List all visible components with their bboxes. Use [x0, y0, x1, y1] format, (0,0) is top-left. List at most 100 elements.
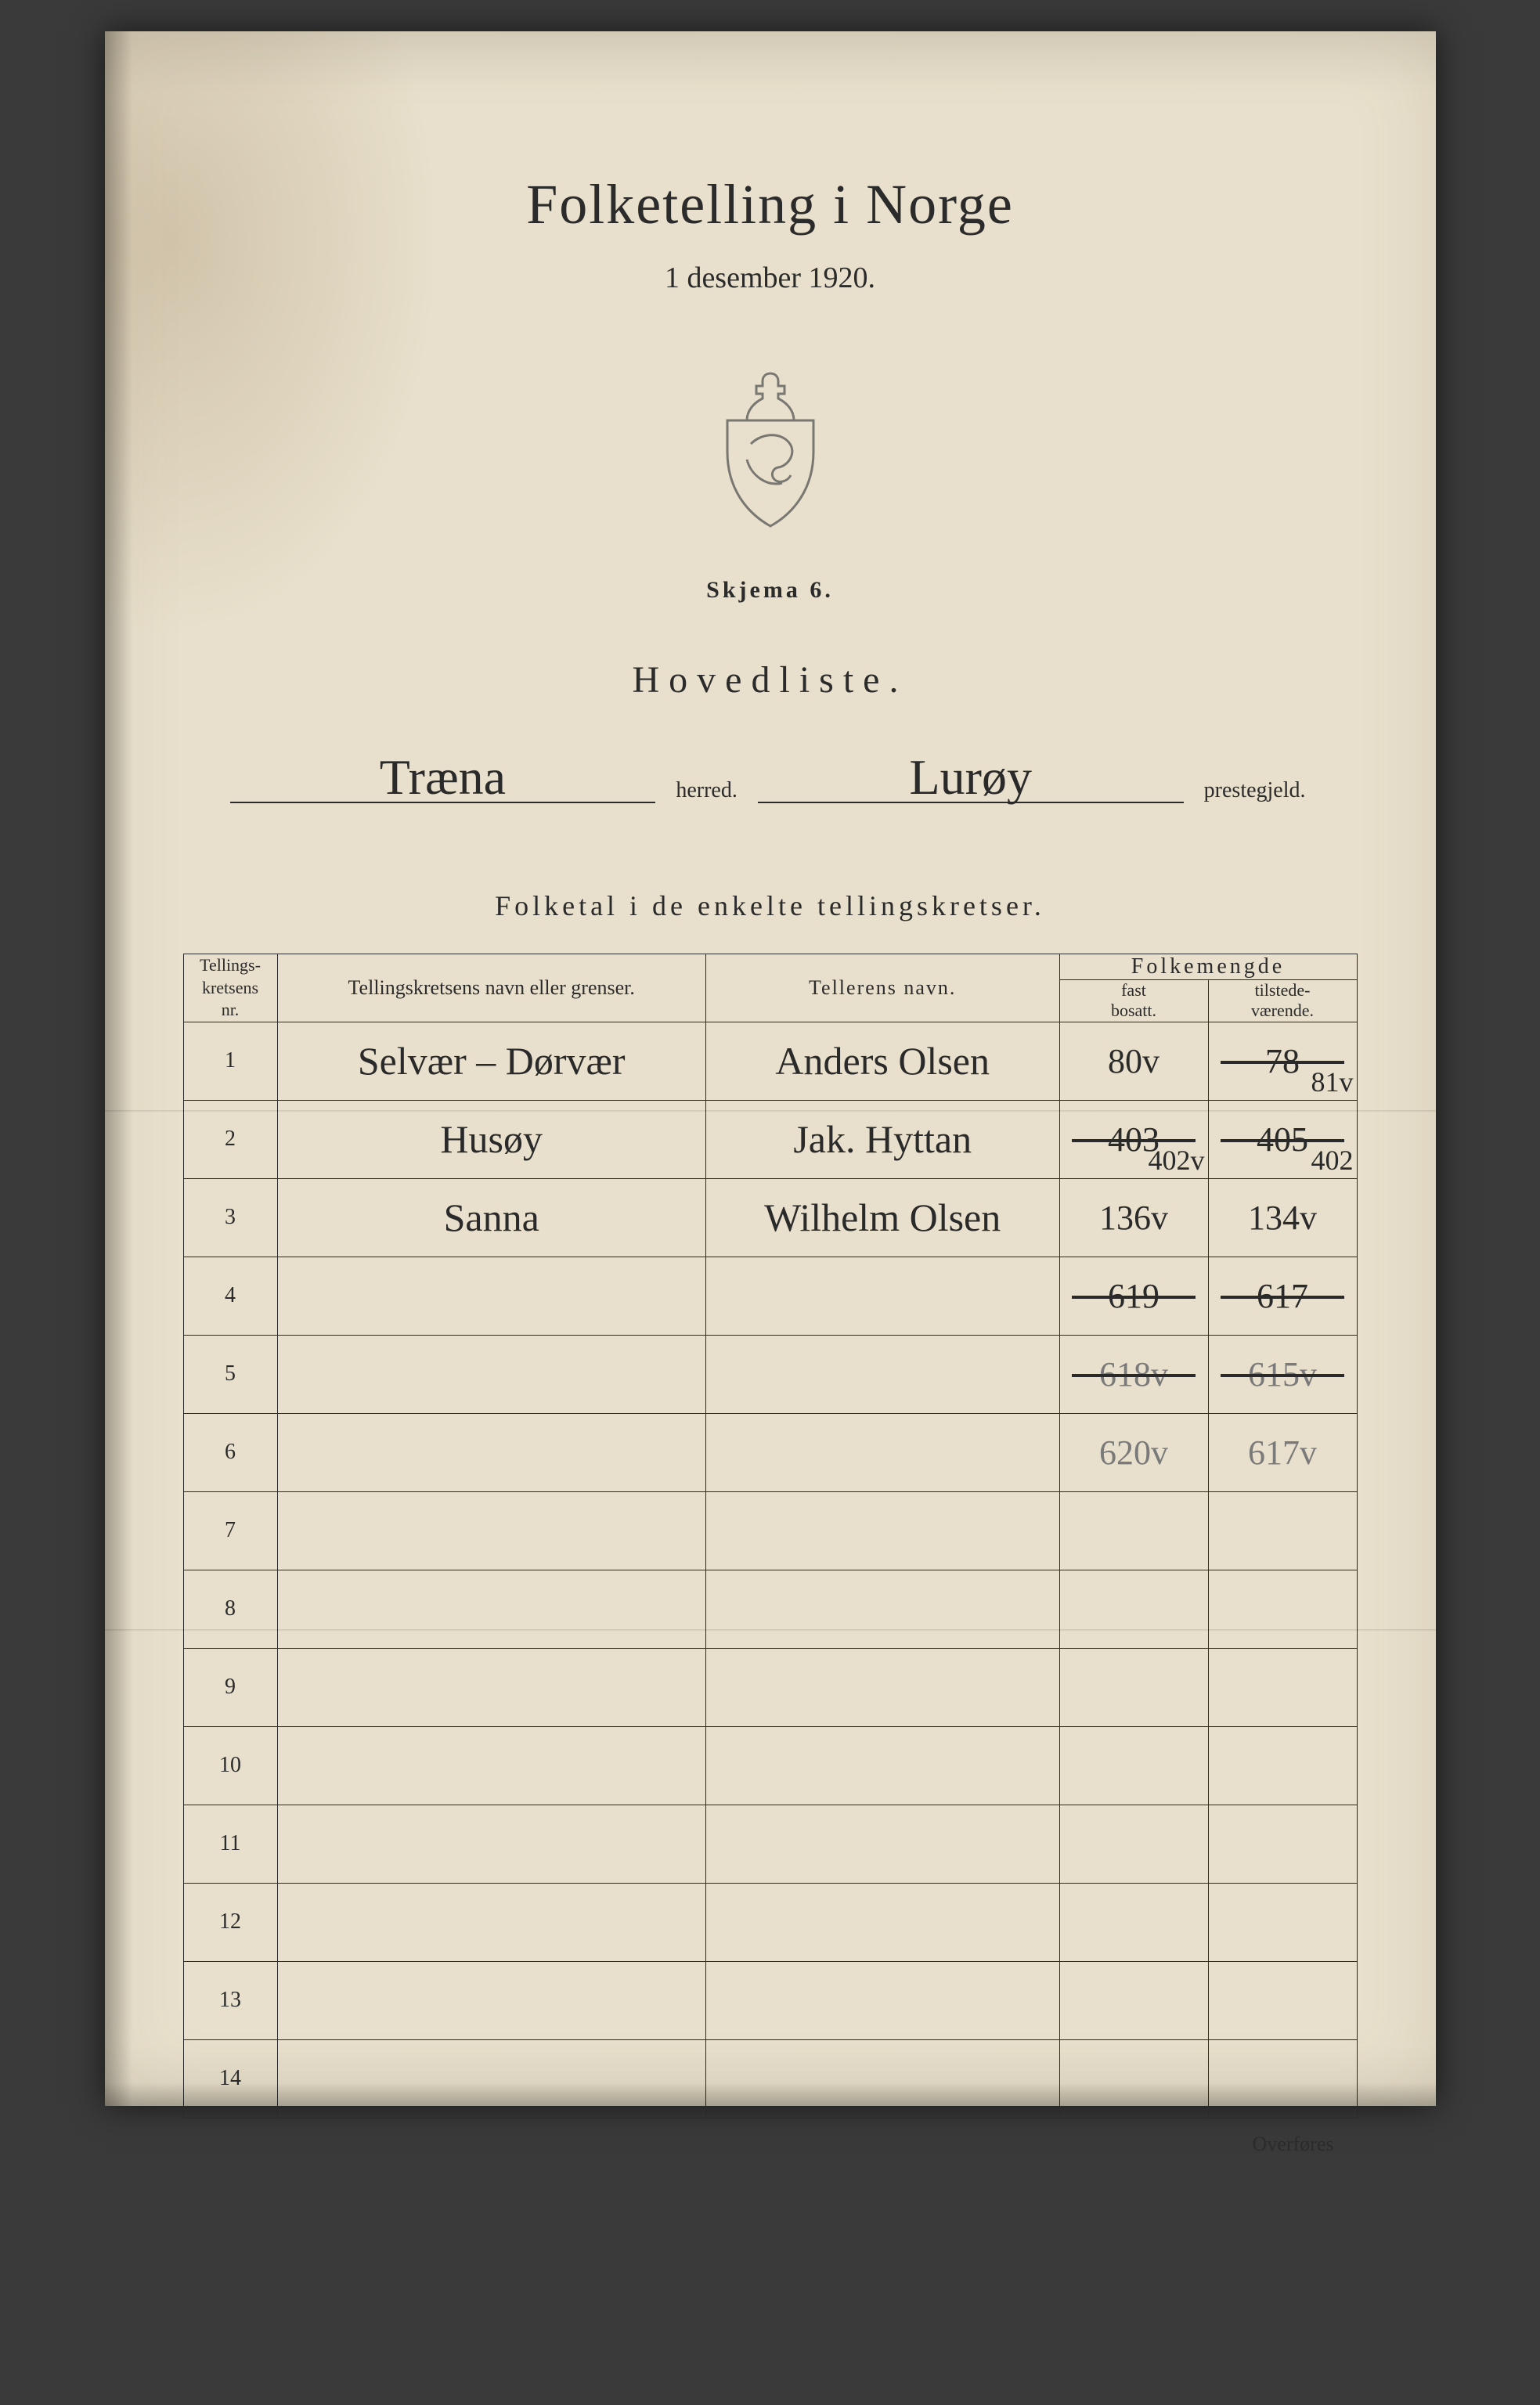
cell-teller [705, 1726, 1059, 1805]
cell-nr: 1 [183, 1022, 277, 1100]
herred-field: Træna [230, 748, 656, 811]
cell-tilstede [1208, 1883, 1357, 1961]
cell-name [277, 1413, 705, 1491]
cell-fast: 618v [1059, 1335, 1208, 1413]
cell-tilstede [1208, 1961, 1357, 2039]
page-edge-bottom [105, 2082, 1436, 2106]
cell-tilstede: 617 [1208, 1257, 1357, 1335]
cell-nr: 7 [183, 1491, 277, 1570]
cell-fast [1059, 1726, 1208, 1805]
col-header-teller: Tellerens navn. [705, 954, 1059, 1022]
col-header-folkemengde: Folkemengde [1059, 954, 1357, 980]
cell-name [277, 1570, 705, 1648]
cell-teller [705, 1570, 1059, 1648]
cell-nr: 4 [183, 1257, 277, 1335]
cell-fast [1059, 1805, 1208, 1883]
cell-tilstede [1208, 1570, 1357, 1648]
table-row: 13 [183, 1961, 1357, 2039]
cell-teller [705, 1805, 1059, 1883]
cell-teller: Wilhelm Olsen [705, 1178, 1059, 1257]
cell-name [277, 1648, 705, 1726]
cell-tilstede [1208, 1648, 1357, 1726]
table-row: 10 [183, 1726, 1357, 1805]
date-line: 1 desember 1920. [183, 261, 1358, 295]
cell-name: Selvær – Dørvær [277, 1022, 705, 1100]
paper-fold [105, 1629, 1436, 1632]
cell-fast: 80v [1059, 1022, 1208, 1100]
cell-nr: 3 [183, 1178, 277, 1257]
prestegjeld-field: Lurøy [758, 748, 1184, 811]
cell-nr: 12 [183, 1883, 277, 1961]
cell-teller [705, 2039, 1059, 2118]
table-row: 4 619617 [183, 1257, 1357, 1335]
cell-fast: 136v [1059, 1178, 1208, 1257]
table-row: 1Selvær – DørværAnders Olsen80v7881v [183, 1022, 1357, 1100]
overfores-footer: Overføres [183, 2133, 1358, 2156]
cell-tilstede: 617v [1208, 1413, 1357, 1491]
cell-name [277, 1335, 705, 1413]
cell-nr: 13 [183, 1961, 277, 2039]
cell-name [277, 1257, 705, 1335]
cell-fast: 619 [1059, 1257, 1208, 1335]
cell-tilstede [1208, 2039, 1357, 2118]
cell-nr: 11 [183, 1805, 277, 1883]
table-row: 9 [183, 1648, 1357, 1726]
section-heading: Folketal i de enkelte tellingskretser. [183, 889, 1358, 922]
document-page: Folketelling i Norge 1 desember 1920. Sk… [105, 31, 1436, 2106]
col-header-tilstede: tilstede- værende. [1208, 980, 1357, 1022]
cell-teller [705, 1413, 1059, 1491]
subheading-hovedliste: Hovedliste. [183, 658, 1358, 701]
cell-nr: 9 [183, 1648, 277, 1726]
table-row: 8 [183, 1570, 1357, 1648]
table-row: 5618v615v [183, 1335, 1357, 1413]
prestegjeld-value: Lurøy [910, 748, 1032, 806]
table-row: 14 [183, 2039, 1357, 2118]
cell-name [277, 1491, 705, 1570]
table-row: 6 620v617v [183, 1413, 1357, 1491]
cell-teller [705, 1961, 1059, 2039]
prestegjeld-label: prestegjeld. [1199, 778, 1311, 811]
cell-tilstede: 134v [1208, 1178, 1357, 1257]
cell-teller [705, 1491, 1059, 1570]
cell-name [277, 1961, 705, 2039]
cell-fast [1059, 1961, 1208, 2039]
cell-teller [705, 1257, 1059, 1335]
herred-label: herred. [671, 778, 742, 811]
col-header-fast: fast bosatt. [1059, 980, 1208, 1022]
col-header-nr: Tellings- kretsens nr. [183, 954, 277, 1022]
coat-of-arms-icon [183, 358, 1358, 530]
herred-value: Træna [380, 748, 506, 806]
cell-fast [1059, 2039, 1208, 2118]
cell-teller [705, 1335, 1059, 1413]
cell-teller: Anders Olsen [705, 1022, 1059, 1100]
census-table: Tellings- kretsens nr. Tellingskretsens … [183, 954, 1358, 2118]
table-row: 11 [183, 1805, 1357, 1883]
table-row: 3SannaWilhelm Olsen136v134v [183, 1178, 1357, 1257]
cell-nr: 5 [183, 1335, 277, 1413]
cell-name [277, 1805, 705, 1883]
fill-line-row: Træna herred. Lurøy prestegjeld. [183, 748, 1358, 811]
cell-nr: 14 [183, 2039, 277, 2118]
cell-fast [1059, 1883, 1208, 1961]
cell-tilstede: 405402 [1208, 1100, 1357, 1178]
cell-nr: 10 [183, 1726, 277, 1805]
cell-name [277, 2039, 705, 2118]
page-title: Folketelling i Norge [183, 172, 1358, 237]
cell-fast [1059, 1648, 1208, 1726]
table-row: 7 [183, 1491, 1357, 1570]
cell-name [277, 1883, 705, 1961]
cell-tilstede [1208, 1726, 1357, 1805]
cell-fast: 620v [1059, 1413, 1208, 1491]
cell-nr: 6 [183, 1413, 277, 1491]
cell-fast [1059, 1491, 1208, 1570]
cell-fast: 403402v [1059, 1100, 1208, 1178]
page-edge-left [105, 31, 132, 2106]
cell-teller [705, 1883, 1059, 1961]
cell-tilstede: 7881v [1208, 1022, 1357, 1100]
cell-teller [705, 1648, 1059, 1726]
cell-tilstede [1208, 1491, 1357, 1570]
col-header-name: Tellingskretsens navn eller grenser. [277, 954, 705, 1022]
cell-nr: 8 [183, 1570, 277, 1648]
cell-tilstede [1208, 1805, 1357, 1883]
cell-fast [1059, 1570, 1208, 1648]
